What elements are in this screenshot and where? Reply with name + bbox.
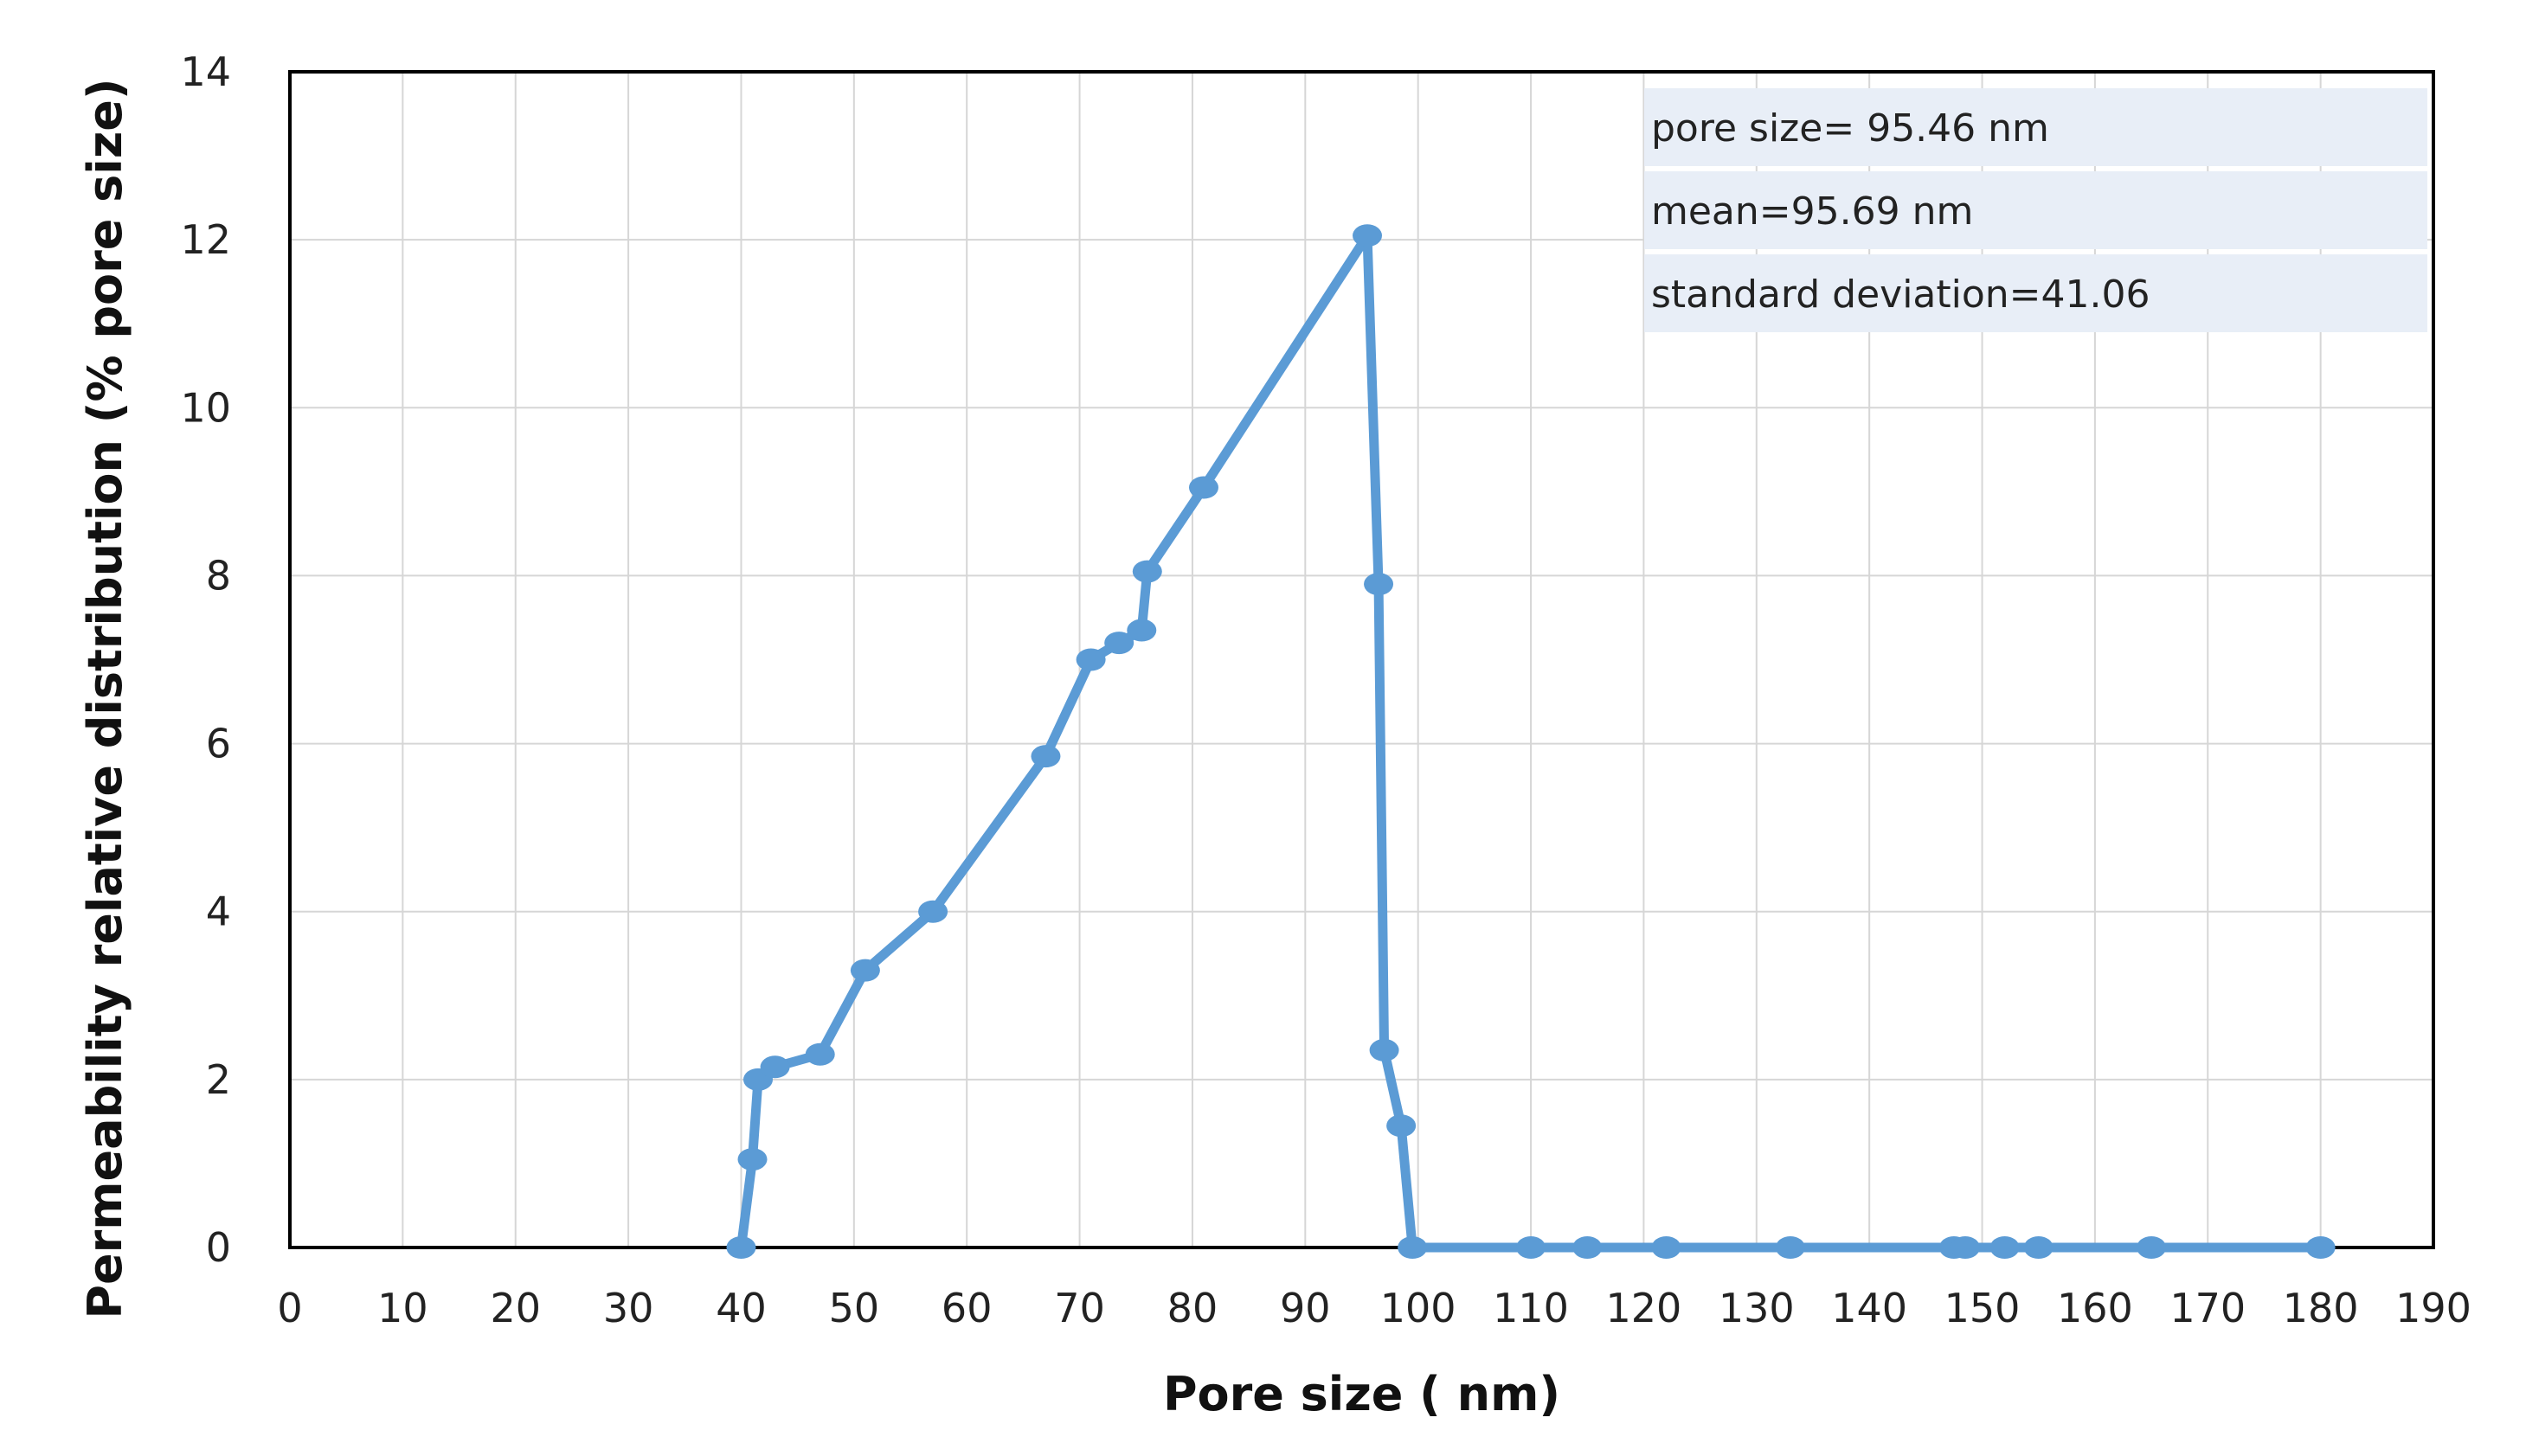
x-axis-title: Pore size ( nm) bbox=[1163, 1367, 1560, 1421]
y-axis-title: Permeability relative distribution (% po… bbox=[78, 78, 132, 1318]
plot-border bbox=[288, 70, 2435, 1249]
x-tick-label-130: 130 bbox=[1719, 1285, 1795, 1331]
data-point-0-1 bbox=[737, 1148, 768, 1171]
x-tick-label-170: 170 bbox=[2169, 1285, 2246, 1331]
series-layer bbox=[726, 224, 2336, 1259]
data-point-0-13 bbox=[1353, 224, 1383, 247]
data-point-0-9 bbox=[1104, 632, 1134, 655]
y-tick-label-4: 4 bbox=[206, 888, 231, 935]
data-point-0-21 bbox=[1775, 1236, 1805, 1259]
annotation-box: pore size= 95.46 nm mean=95.69 nm standard… bbox=[1644, 88, 2427, 332]
x-tick-label-180: 180 bbox=[2283, 1285, 2359, 1331]
y-tick-label-10: 10 bbox=[180, 384, 231, 431]
x-tick-label-80: 80 bbox=[1167, 1285, 1218, 1331]
data-point-0-16 bbox=[1386, 1114, 1417, 1138]
plot-frame bbox=[288, 70, 2435, 1249]
x-tick-label-40: 40 bbox=[716, 1285, 767, 1331]
data-point-0-17 bbox=[1398, 1236, 1428, 1259]
data-point-0-3 bbox=[760, 1055, 790, 1079]
data-point-0-27 bbox=[2305, 1236, 2336, 1259]
data-point-0-4 bbox=[805, 1042, 835, 1066]
data-point-0-5 bbox=[850, 959, 880, 982]
x-tick-label-100: 100 bbox=[1380, 1285, 1456, 1331]
y-tick-label-6: 6 bbox=[206, 721, 231, 767]
data-point-0-11 bbox=[1132, 560, 1162, 583]
x-tick-label-110: 110 bbox=[1493, 1285, 1569, 1331]
y-tick-label-14: 14 bbox=[180, 48, 231, 95]
x-tick-label-150: 150 bbox=[1944, 1285, 2021, 1331]
annotation-row-bg-2 bbox=[1644, 254, 2427, 332]
x-tick-label-90: 90 bbox=[1280, 1285, 1331, 1331]
x-tick-label-10: 10 bbox=[377, 1285, 428, 1331]
annotation-row-bg-1 bbox=[1644, 171, 2427, 249]
x-tick-label-60: 60 bbox=[942, 1285, 993, 1331]
x-tick-label-190: 190 bbox=[2395, 1285, 2471, 1331]
annotation-text-2: standard deviation=41.06 bbox=[1651, 273, 2150, 317]
data-point-0-12 bbox=[1188, 476, 1218, 499]
annotation-text-1: mean=95.69 nm bbox=[1651, 189, 1973, 234]
x-tick-label-160: 160 bbox=[2057, 1285, 2133, 1331]
tick-labels: 0 10 20 30 40 50 60 70 80 90 100 110 120 130 140 150 160… bbox=[180, 48, 2471, 1331]
data-point-0-20 bbox=[1651, 1236, 1681, 1259]
y-tick-label-12: 12 bbox=[180, 216, 231, 263]
data-point-0-26 bbox=[2137, 1236, 2167, 1259]
y-tick-label-2: 2 bbox=[206, 1056, 231, 1103]
x-tick-label-70: 70 bbox=[1054, 1285, 1105, 1331]
x-tick-label-140: 140 bbox=[1831, 1285, 1907, 1331]
x-tick-label-30: 30 bbox=[603, 1285, 654, 1331]
data-point-0-14 bbox=[1364, 573, 1394, 596]
data-point-0-18 bbox=[1516, 1236, 1546, 1259]
data-point-0-15 bbox=[1369, 1038, 1399, 1062]
x-tick-label-50: 50 bbox=[829, 1285, 880, 1331]
data-point-0-6 bbox=[918, 900, 948, 923]
x-tick-label-120: 120 bbox=[1606, 1285, 1682, 1331]
data-point-0-24 bbox=[1989, 1236, 2020, 1259]
data-point-0-10 bbox=[1127, 619, 1157, 642]
x-tick-label-0: 0 bbox=[277, 1285, 302, 1331]
data-point-0-19 bbox=[1572, 1236, 1603, 1259]
annotation-text-0: pore size= 95.46 nm bbox=[1651, 106, 2049, 151]
data-point-0-0 bbox=[726, 1236, 756, 1259]
annotation-row-bg-0 bbox=[1644, 88, 2427, 166]
x-tick-label-20: 20 bbox=[490, 1285, 541, 1331]
data-point-0-23 bbox=[1950, 1236, 1980, 1259]
data-point-0-7 bbox=[1031, 745, 1061, 768]
data-point-0-8 bbox=[1076, 648, 1106, 671]
y-tick-label-8: 8 bbox=[206, 552, 231, 599]
y-tick-label-0: 0 bbox=[206, 1224, 231, 1271]
data-point-0-25 bbox=[2023, 1236, 2054, 1259]
